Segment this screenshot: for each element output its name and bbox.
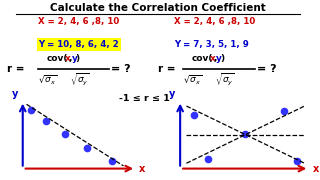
Text: x: x: [209, 54, 215, 63]
Text: ,: ,: [213, 54, 217, 63]
Text: $\sqrt{\sigma_x}$: $\sqrt{\sigma_x}$: [183, 74, 202, 86]
Text: y: y: [216, 54, 222, 63]
Text: $\sqrt{\sigma_y}$: $\sqrt{\sigma_y}$: [215, 72, 235, 88]
Text: Y = 10, 8, 6, 4, 2: Y = 10, 8, 6, 4, 2: [38, 40, 119, 49]
Text: y: y: [12, 89, 18, 99]
Text: $\sqrt{\sigma_y}$: $\sqrt{\sigma_y}$: [70, 72, 90, 88]
Text: X = 2, 4, 6 ,8, 10: X = 2, 4, 6 ,8, 10: [38, 17, 120, 26]
Text: y: y: [72, 54, 77, 63]
Text: $\sqrt{\sigma_x}$: $\sqrt{\sigma_x}$: [38, 74, 58, 86]
Text: x: x: [139, 164, 146, 174]
Text: cov(: cov(: [191, 54, 213, 63]
Text: X = 2, 4, 6 ,8, 10: X = 2, 4, 6 ,8, 10: [174, 17, 255, 26]
Text: -1 ≤ r ≤ 1: -1 ≤ r ≤ 1: [118, 94, 169, 103]
Text: ): ): [76, 54, 80, 63]
Text: cov(: cov(: [46, 54, 68, 63]
Text: r =: r =: [158, 64, 176, 75]
Text: ,: ,: [69, 54, 72, 63]
Text: ): ): [220, 54, 225, 63]
Text: Y = 7, 3, 5, 1, 9: Y = 7, 3, 5, 1, 9: [174, 40, 249, 49]
Text: Calculate the Correlation Coefficient: Calculate the Correlation Coefficient: [50, 3, 266, 13]
Text: = ?: = ?: [257, 64, 277, 75]
Text: x: x: [65, 54, 70, 63]
Text: x: x: [312, 164, 319, 174]
Text: y: y: [169, 89, 175, 99]
Text: = ?: = ?: [111, 64, 131, 75]
Text: r =: r =: [7, 64, 25, 75]
